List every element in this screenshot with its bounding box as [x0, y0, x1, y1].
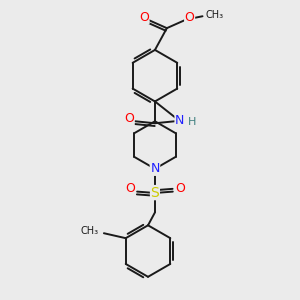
Text: O: O [185, 11, 195, 24]
Text: O: O [139, 11, 149, 24]
Text: N: N [175, 114, 184, 127]
Text: CH₃: CH₃ [81, 226, 99, 236]
Text: O: O [175, 182, 185, 195]
Text: O: O [124, 112, 134, 125]
Text: S: S [151, 186, 159, 200]
Text: H: H [188, 117, 196, 127]
Text: N: N [150, 162, 160, 175]
Text: O: O [125, 182, 135, 195]
Text: CH₃: CH₃ [206, 10, 224, 20]
